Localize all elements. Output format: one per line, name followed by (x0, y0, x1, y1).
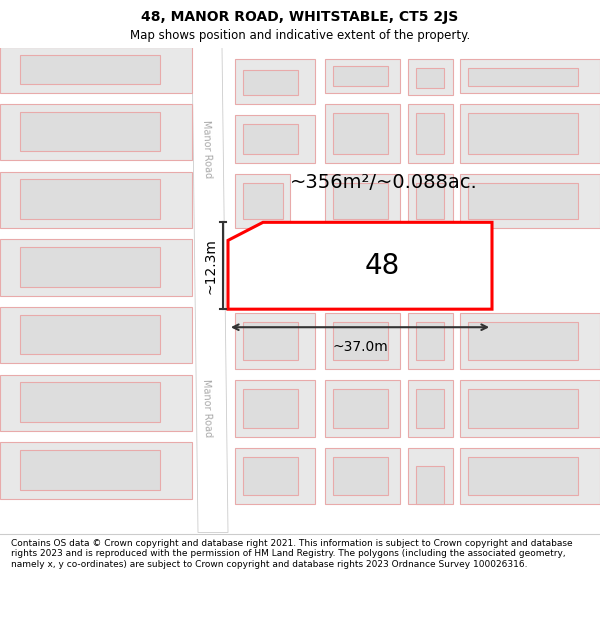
Bar (0, 307, 192, 363)
Bar (20, 382, 160, 422)
Bar (0, 172, 192, 228)
Bar (333, 389, 388, 428)
Bar (416, 389, 444, 428)
Bar (416, 183, 444, 219)
Bar (408, 312, 453, 369)
Bar (325, 448, 400, 504)
Bar (416, 466, 444, 504)
Bar (243, 124, 298, 154)
Text: ~37.0m: ~37.0m (332, 339, 388, 354)
Bar (468, 113, 578, 154)
Bar (408, 380, 453, 437)
Bar (416, 113, 444, 154)
Bar (468, 183, 578, 219)
Text: ~12.3m: ~12.3m (203, 238, 217, 294)
Bar (235, 59, 315, 104)
Bar (408, 174, 453, 228)
Bar (333, 457, 388, 495)
Bar (0, 48, 192, 92)
Bar (333, 322, 388, 360)
Bar (325, 59, 400, 92)
Bar (333, 66, 388, 86)
Bar (243, 183, 283, 219)
Bar (235, 380, 315, 437)
Text: Contains OS data © Crown copyright and database right 2021. This information is : Contains OS data © Crown copyright and d… (11, 539, 572, 569)
Bar (408, 104, 453, 162)
Bar (460, 448, 600, 504)
Text: 48: 48 (365, 252, 400, 280)
Polygon shape (228, 222, 492, 309)
Bar (0, 374, 192, 431)
Bar (416, 322, 444, 360)
Polygon shape (192, 48, 228, 532)
Bar (325, 312, 400, 369)
Bar (333, 113, 388, 154)
Text: Manor Road: Manor Road (201, 379, 213, 438)
Bar (460, 174, 600, 228)
Text: 48, MANOR ROAD, WHITSTABLE, CT5 2JS: 48, MANOR ROAD, WHITSTABLE, CT5 2JS (142, 9, 458, 24)
Bar (325, 174, 400, 228)
Bar (408, 59, 453, 95)
Bar (468, 68, 578, 86)
Bar (20, 450, 160, 489)
Bar (20, 112, 160, 151)
Bar (408, 448, 453, 504)
Bar (325, 380, 400, 437)
Bar (235, 448, 315, 504)
Bar (243, 322, 298, 360)
Bar (416, 68, 444, 88)
Bar (460, 104, 600, 162)
Bar (468, 322, 578, 360)
Text: Map shows position and indicative extent of the property.: Map shows position and indicative extent… (130, 29, 470, 42)
Bar (333, 183, 388, 219)
Bar (243, 457, 298, 495)
Bar (235, 312, 315, 369)
Bar (20, 247, 160, 287)
Bar (20, 179, 160, 219)
Bar (468, 389, 578, 428)
Text: ~356m²/~0.088ac.: ~356m²/~0.088ac. (290, 173, 478, 192)
Bar (20, 315, 160, 354)
Bar (0, 104, 192, 160)
Text: Manor Road: Manor Road (201, 120, 213, 178)
Bar (20, 56, 160, 84)
Bar (235, 174, 290, 228)
Bar (325, 104, 400, 162)
Bar (468, 457, 578, 495)
Bar (243, 70, 298, 95)
Bar (243, 389, 298, 428)
Bar (0, 239, 192, 296)
Bar (460, 59, 600, 92)
Bar (0, 442, 192, 499)
Bar (460, 380, 600, 437)
Bar (235, 115, 315, 162)
Bar (460, 312, 600, 369)
